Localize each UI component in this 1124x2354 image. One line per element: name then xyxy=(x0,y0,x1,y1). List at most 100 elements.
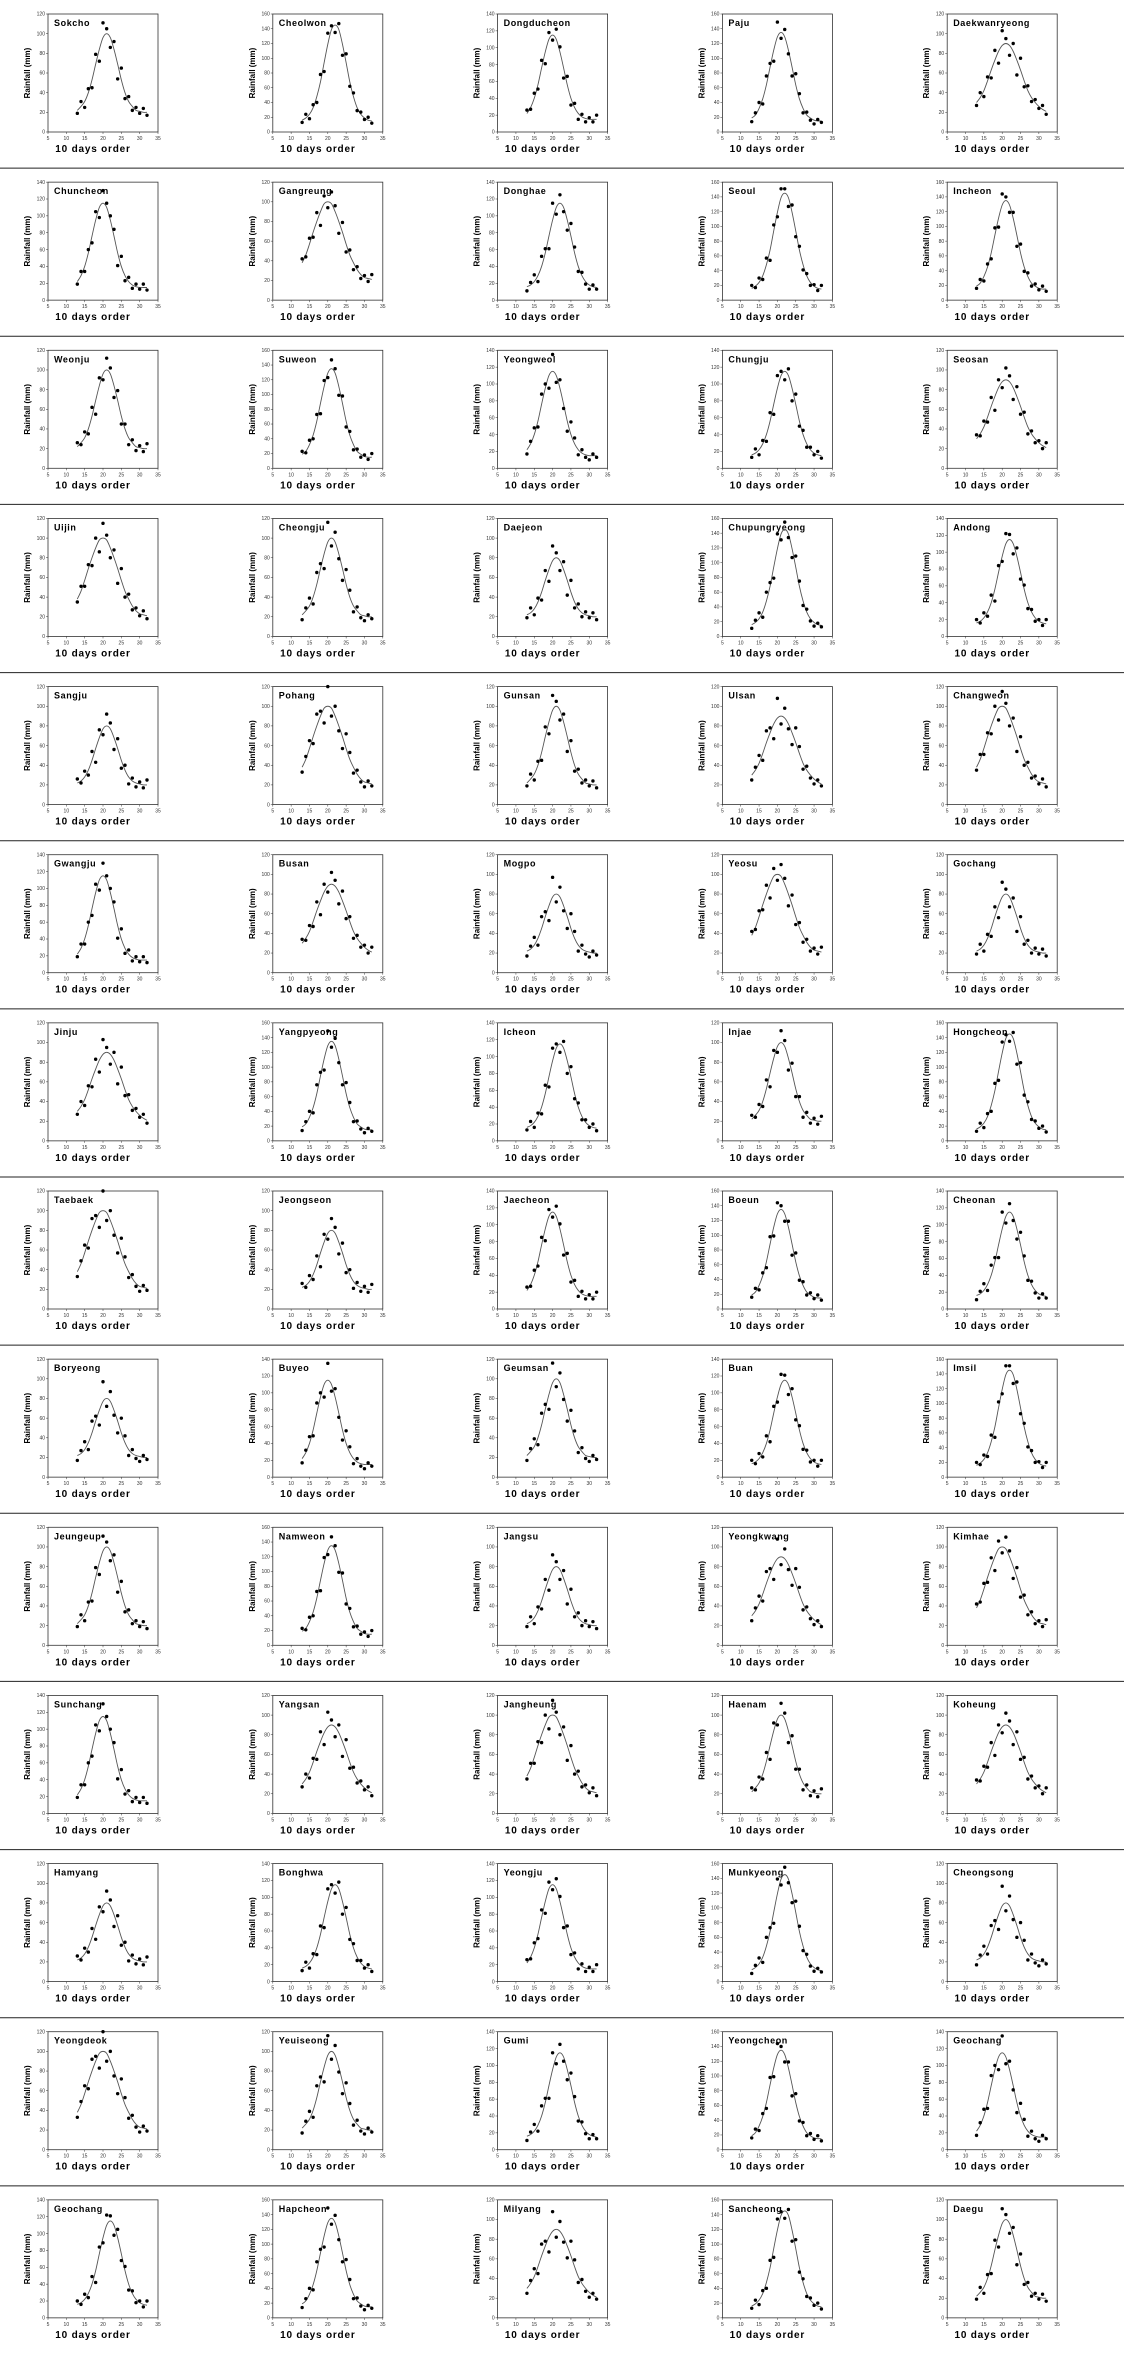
fit-curve xyxy=(976,705,1047,785)
x-tick-label: 25 xyxy=(343,472,349,478)
x-tick-label: 35 xyxy=(830,809,836,815)
x-tick-label: 5 xyxy=(946,809,949,815)
data-point xyxy=(591,283,595,287)
data-point xyxy=(362,2132,367,2136)
data-point xyxy=(554,1710,558,1714)
x-axis-label: 10 days order xyxy=(730,648,805,659)
data-point xyxy=(587,1125,591,1130)
data-point xyxy=(101,1189,105,1193)
data-point xyxy=(812,946,816,950)
y-tick-label: 140 xyxy=(711,348,720,354)
data-point xyxy=(772,1721,776,1725)
data-point xyxy=(337,557,341,561)
x-axis-label: 10 days order xyxy=(505,1153,580,1164)
y-tick-label: 80 xyxy=(264,1912,270,1918)
x-tick-label: 30 xyxy=(362,2322,368,2328)
data-point xyxy=(1018,56,1023,60)
data-point xyxy=(79,781,83,785)
data-point xyxy=(797,1094,802,1099)
y-tick-label: 0 xyxy=(941,1643,944,1649)
y-tick-label: 40 xyxy=(39,427,45,433)
data-point xyxy=(547,30,551,35)
data-point xyxy=(786,1219,791,1223)
data-point xyxy=(344,1270,348,1275)
y-tick-label: 80 xyxy=(489,2080,495,2086)
data-point xyxy=(594,2297,599,2301)
x-tick-label: 35 xyxy=(605,472,611,478)
x-tick-label: 30 xyxy=(137,640,143,646)
y-tick-label: 80 xyxy=(939,239,945,245)
data-point xyxy=(97,888,102,892)
x-tick-label: 30 xyxy=(586,1145,592,1151)
x-tick-label: 20 xyxy=(550,1649,556,1655)
data-point xyxy=(93,52,98,57)
y-tick-label: 60 xyxy=(939,254,945,260)
plot-frame xyxy=(946,1695,1058,1814)
data-point xyxy=(996,1400,1001,1404)
data-point xyxy=(1044,785,1048,789)
x-tick-label: 10 xyxy=(513,1649,519,1655)
y-axis-label: Rainfall (mm) xyxy=(23,888,32,939)
data-point xyxy=(996,563,1001,568)
y-tick-label: 40 xyxy=(264,100,270,106)
y-tick-label: 60 xyxy=(939,1256,945,1262)
x-tick-label: 10 xyxy=(288,1481,294,1487)
data-point xyxy=(141,1453,146,1458)
x-axis-label: 10 days order xyxy=(954,312,1029,323)
data-point xyxy=(311,2115,315,2119)
chart-title: Weonju xyxy=(54,354,90,364)
data-point xyxy=(79,584,83,588)
data-point xyxy=(801,428,805,433)
y-tick-label: 0 xyxy=(42,1811,45,1817)
data-point xyxy=(1037,952,1041,956)
data-point xyxy=(993,599,997,603)
data-point xyxy=(130,1621,135,1626)
y-tick-label: 20 xyxy=(39,1119,45,1125)
x-tick-label: 35 xyxy=(1054,1649,1060,1655)
data-point xyxy=(355,1958,359,1963)
data-point xyxy=(137,614,142,618)
y-tick-label: 80 xyxy=(489,399,495,405)
y-tick-label: 20 xyxy=(939,2296,945,2302)
y-tick-label: 40 xyxy=(264,2286,270,2292)
data-point xyxy=(344,250,348,254)
data-point xyxy=(304,1448,308,1452)
x-tick-label: 35 xyxy=(605,2154,611,2160)
x-tick-label: 35 xyxy=(1054,136,1060,142)
data-point xyxy=(978,1953,982,1957)
data-point xyxy=(90,749,94,754)
y-tick-label: 120 xyxy=(486,684,495,690)
plot-frame xyxy=(272,1022,384,1142)
data-point xyxy=(112,1740,116,1745)
data-point xyxy=(565,74,569,79)
x-tick-label: 30 xyxy=(137,472,143,478)
y-tick-label: 0 xyxy=(492,1979,495,1985)
y-tick-label: 40 xyxy=(939,268,945,274)
data-point xyxy=(1011,1576,1015,1581)
data-point xyxy=(528,439,533,444)
chart-title: Donghae xyxy=(504,186,547,196)
data-point xyxy=(300,449,304,454)
y-tick-label: 60 xyxy=(264,1599,270,1605)
y-tick-label: 60 xyxy=(489,1752,495,1758)
plot-frame xyxy=(722,1358,833,1478)
data-point xyxy=(329,1216,334,1221)
x-axis-label: 10 days order xyxy=(954,1489,1029,1500)
x-tick-label: 15 xyxy=(981,2322,987,2328)
x-tick-label: 25 xyxy=(568,1145,574,1151)
data-point xyxy=(805,271,809,276)
x-tick-label: 5 xyxy=(496,809,499,815)
data-point xyxy=(112,2074,116,2078)
data-point xyxy=(580,1785,584,1789)
data-point xyxy=(978,1779,982,1783)
plot-frame xyxy=(946,1358,1058,1478)
data-point xyxy=(989,76,993,80)
data-point xyxy=(1033,2137,1037,2141)
data-point xyxy=(119,1416,124,1420)
data-point xyxy=(340,53,345,57)
data-point xyxy=(779,1701,783,1705)
